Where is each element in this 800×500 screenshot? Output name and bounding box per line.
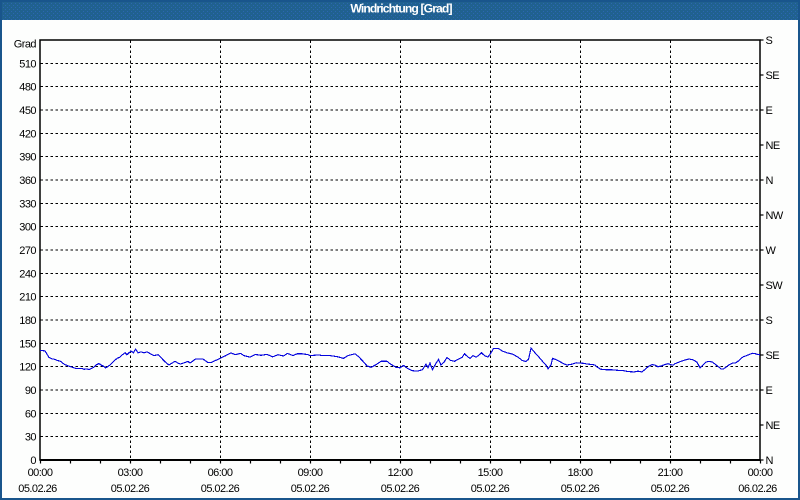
svg-text:150: 150 (19, 338, 36, 350)
svg-text:NE: NE (766, 420, 780, 432)
svg-text:330: 330 (19, 198, 36, 210)
svg-text:18:00: 18:00 (568, 467, 593, 479)
svg-text:180: 180 (19, 315, 36, 327)
svg-text:480: 480 (19, 82, 36, 94)
svg-text:0: 0 (30, 455, 36, 467)
svg-text:S: S (766, 35, 773, 47)
svg-text:360: 360 (19, 175, 36, 187)
svg-text:05.02.26: 05.02.26 (561, 483, 600, 495)
svg-text:NE: NE (766, 140, 780, 152)
svg-text:06.02.26: 06.02.26 (738, 483, 777, 495)
svg-text:Windrichtung [Grad]: Windrichtung [Grad] (350, 2, 452, 16)
svg-text:SW: SW (766, 280, 784, 292)
svg-text:240: 240 (19, 268, 36, 280)
svg-text:05.02.26: 05.02.26 (471, 483, 510, 495)
svg-text:W: W (766, 245, 777, 257)
svg-text:120: 120 (19, 362, 36, 374)
svg-text:03:00: 03:00 (118, 467, 143, 479)
svg-text:420: 420 (19, 128, 36, 140)
svg-text:05.02.26: 05.02.26 (111, 483, 150, 495)
svg-text:210: 210 (19, 292, 36, 304)
svg-text:30: 30 (25, 432, 37, 444)
svg-text:09:00: 09:00 (298, 467, 323, 479)
svg-text:SE: SE (766, 70, 780, 82)
svg-text:05.02.26: 05.02.26 (18, 483, 57, 495)
svg-text:E: E (766, 105, 773, 117)
svg-text:450: 450 (19, 105, 36, 117)
svg-text:05.02.26: 05.02.26 (291, 483, 330, 495)
svg-text:NW: NW (766, 210, 784, 222)
svg-text:06:00: 06:00 (208, 467, 233, 479)
svg-text:S: S (766, 315, 773, 327)
svg-text:510: 510 (19, 58, 36, 70)
svg-text:N: N (766, 175, 774, 187)
svg-text:21:00: 21:00 (658, 467, 683, 479)
svg-text:300: 300 (19, 222, 36, 234)
svg-text:05.02.26: 05.02.26 (651, 483, 690, 495)
svg-text:05.02.26: 05.02.26 (381, 483, 420, 495)
svg-text:E: E (766, 385, 773, 397)
svg-text:00:00: 00:00 (28, 467, 53, 479)
svg-text:90: 90 (25, 385, 37, 397)
svg-text:12:00: 12:00 (388, 467, 413, 479)
svg-text:05.02.26: 05.02.26 (201, 483, 240, 495)
svg-text:N: N (766, 455, 774, 467)
svg-text:390: 390 (19, 152, 36, 164)
svg-text:00:00: 00:00 (748, 467, 773, 479)
svg-text:SE: SE (766, 350, 780, 362)
svg-text:15:00: 15:00 (478, 467, 503, 479)
svg-text:270: 270 (19, 245, 36, 257)
svg-text:Grad: Grad (14, 39, 37, 51)
svg-text:60: 60 (25, 408, 37, 420)
